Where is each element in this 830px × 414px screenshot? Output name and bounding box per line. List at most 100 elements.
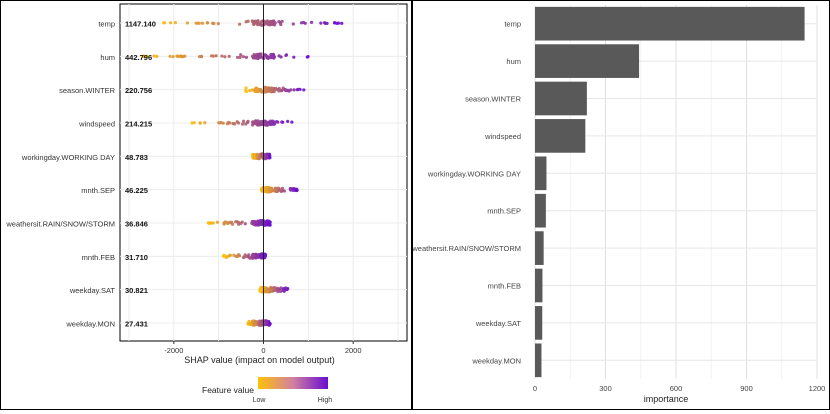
shap-point [268,187,272,191]
shap-point [236,254,240,258]
shap-point [252,321,256,325]
shap-point [291,22,295,26]
shap-point [168,54,172,58]
shap-point [241,119,246,123]
shap-point [258,321,262,325]
shap-point [220,54,224,58]
shap-point [272,90,276,94]
shap-point [226,221,230,226]
legend-high-label: High [318,397,333,404]
x-tick-label: 2000 [345,346,362,355]
shap-point [291,187,295,191]
shap-point [265,22,270,26]
shap-point [200,21,205,25]
shap-point [340,21,344,25]
shap-point [244,86,248,90]
shap-point [183,54,187,58]
shap-point [286,88,290,92]
shap-point [223,55,227,59]
shap-point [281,120,285,124]
shap-point [228,253,232,257]
shap-point [275,286,280,290]
shap-point [152,54,156,58]
shap-point [282,189,287,193]
category-label: mnth.FEB [488,282,521,291]
shap-point [268,89,272,93]
shap-point [251,56,256,60]
importance-bar [535,343,542,378]
shap-point [267,86,271,90]
shap-point [230,222,235,226]
shap-point [268,190,272,194]
shap-point [244,89,248,93]
importance-bar-chart: temp hum season.WINTER windspeed workingday.… [411,5,825,404]
category-label: season.WINTER [465,95,521,104]
legend-colorbar [258,377,328,389]
shap-point [277,20,281,24]
shap-point [258,288,262,293]
category-label: mnth.SEP [487,207,521,216]
category-label: weekday.SAT [475,319,522,328]
importance-bar [535,44,640,78]
shap-point [180,54,184,58]
x-axis-title: importance [644,394,689,404]
shap-point [247,255,251,259]
shap-point [273,188,277,193]
shap-point [272,19,276,23]
shap-point [239,53,243,57]
importance-bar [535,156,547,191]
shap-point [264,120,268,124]
category-label: weekday.MON [471,356,521,365]
shap-point [241,55,246,59]
shap-point [269,121,273,125]
x-tick-label: 900 [740,384,753,393]
shap-point [245,120,250,125]
importance-bar [535,193,546,228]
shap-point [284,53,289,57]
shap-point [190,121,194,125]
shap-point [222,222,226,226]
shap-point [252,155,256,159]
shap-point [253,220,257,224]
shap-point [216,22,220,26]
shap-point [255,153,260,157]
shap-point [249,322,253,327]
shap-point [198,55,202,59]
feature-label: workingday.WORKING DAY [21,153,115,162]
shap-point [305,55,309,59]
shap-point [278,188,282,192]
mean-shap-value: 30.821 [125,286,148,295]
category-label: weathersit.RAIN/SNOW/STORM [413,244,521,253]
shap-point [235,55,240,60]
feature-label: mnth.FEB [82,253,115,262]
shap-point [265,289,269,293]
shap-point [198,121,202,125]
shap-point [292,55,296,59]
x-tick-label: 600 [670,384,683,393]
category-label: hum [506,57,521,66]
shap-point [295,188,299,192]
shap-point [168,21,173,25]
shap-point [171,54,175,59]
shap-point [253,21,257,25]
importance-bar [535,268,543,303]
feature-label: weathersit.RAIN/SNOW/STORM [5,220,115,229]
shap-point [272,122,276,126]
shap-point [175,54,179,58]
x-tick-label: 0 [261,346,265,355]
shap-point [254,87,258,91]
shap-point [258,219,262,223]
shap-point [272,23,277,27]
shap-point [263,153,268,157]
shap-point [215,220,220,224]
shap-point [275,119,279,124]
shap-point [221,121,225,125]
shap-point [269,56,273,60]
mean-shap-value: 48.783 [125,153,148,162]
shap-point [162,21,166,25]
shap-point [143,54,147,59]
shap-point [238,22,242,26]
shap-point [259,89,263,93]
feature-label: mnth.SEP [81,186,115,195]
shap-summary-panel: temp 1147.140 hum 442.796 season.WINTER 220.7… [0,0,412,410]
